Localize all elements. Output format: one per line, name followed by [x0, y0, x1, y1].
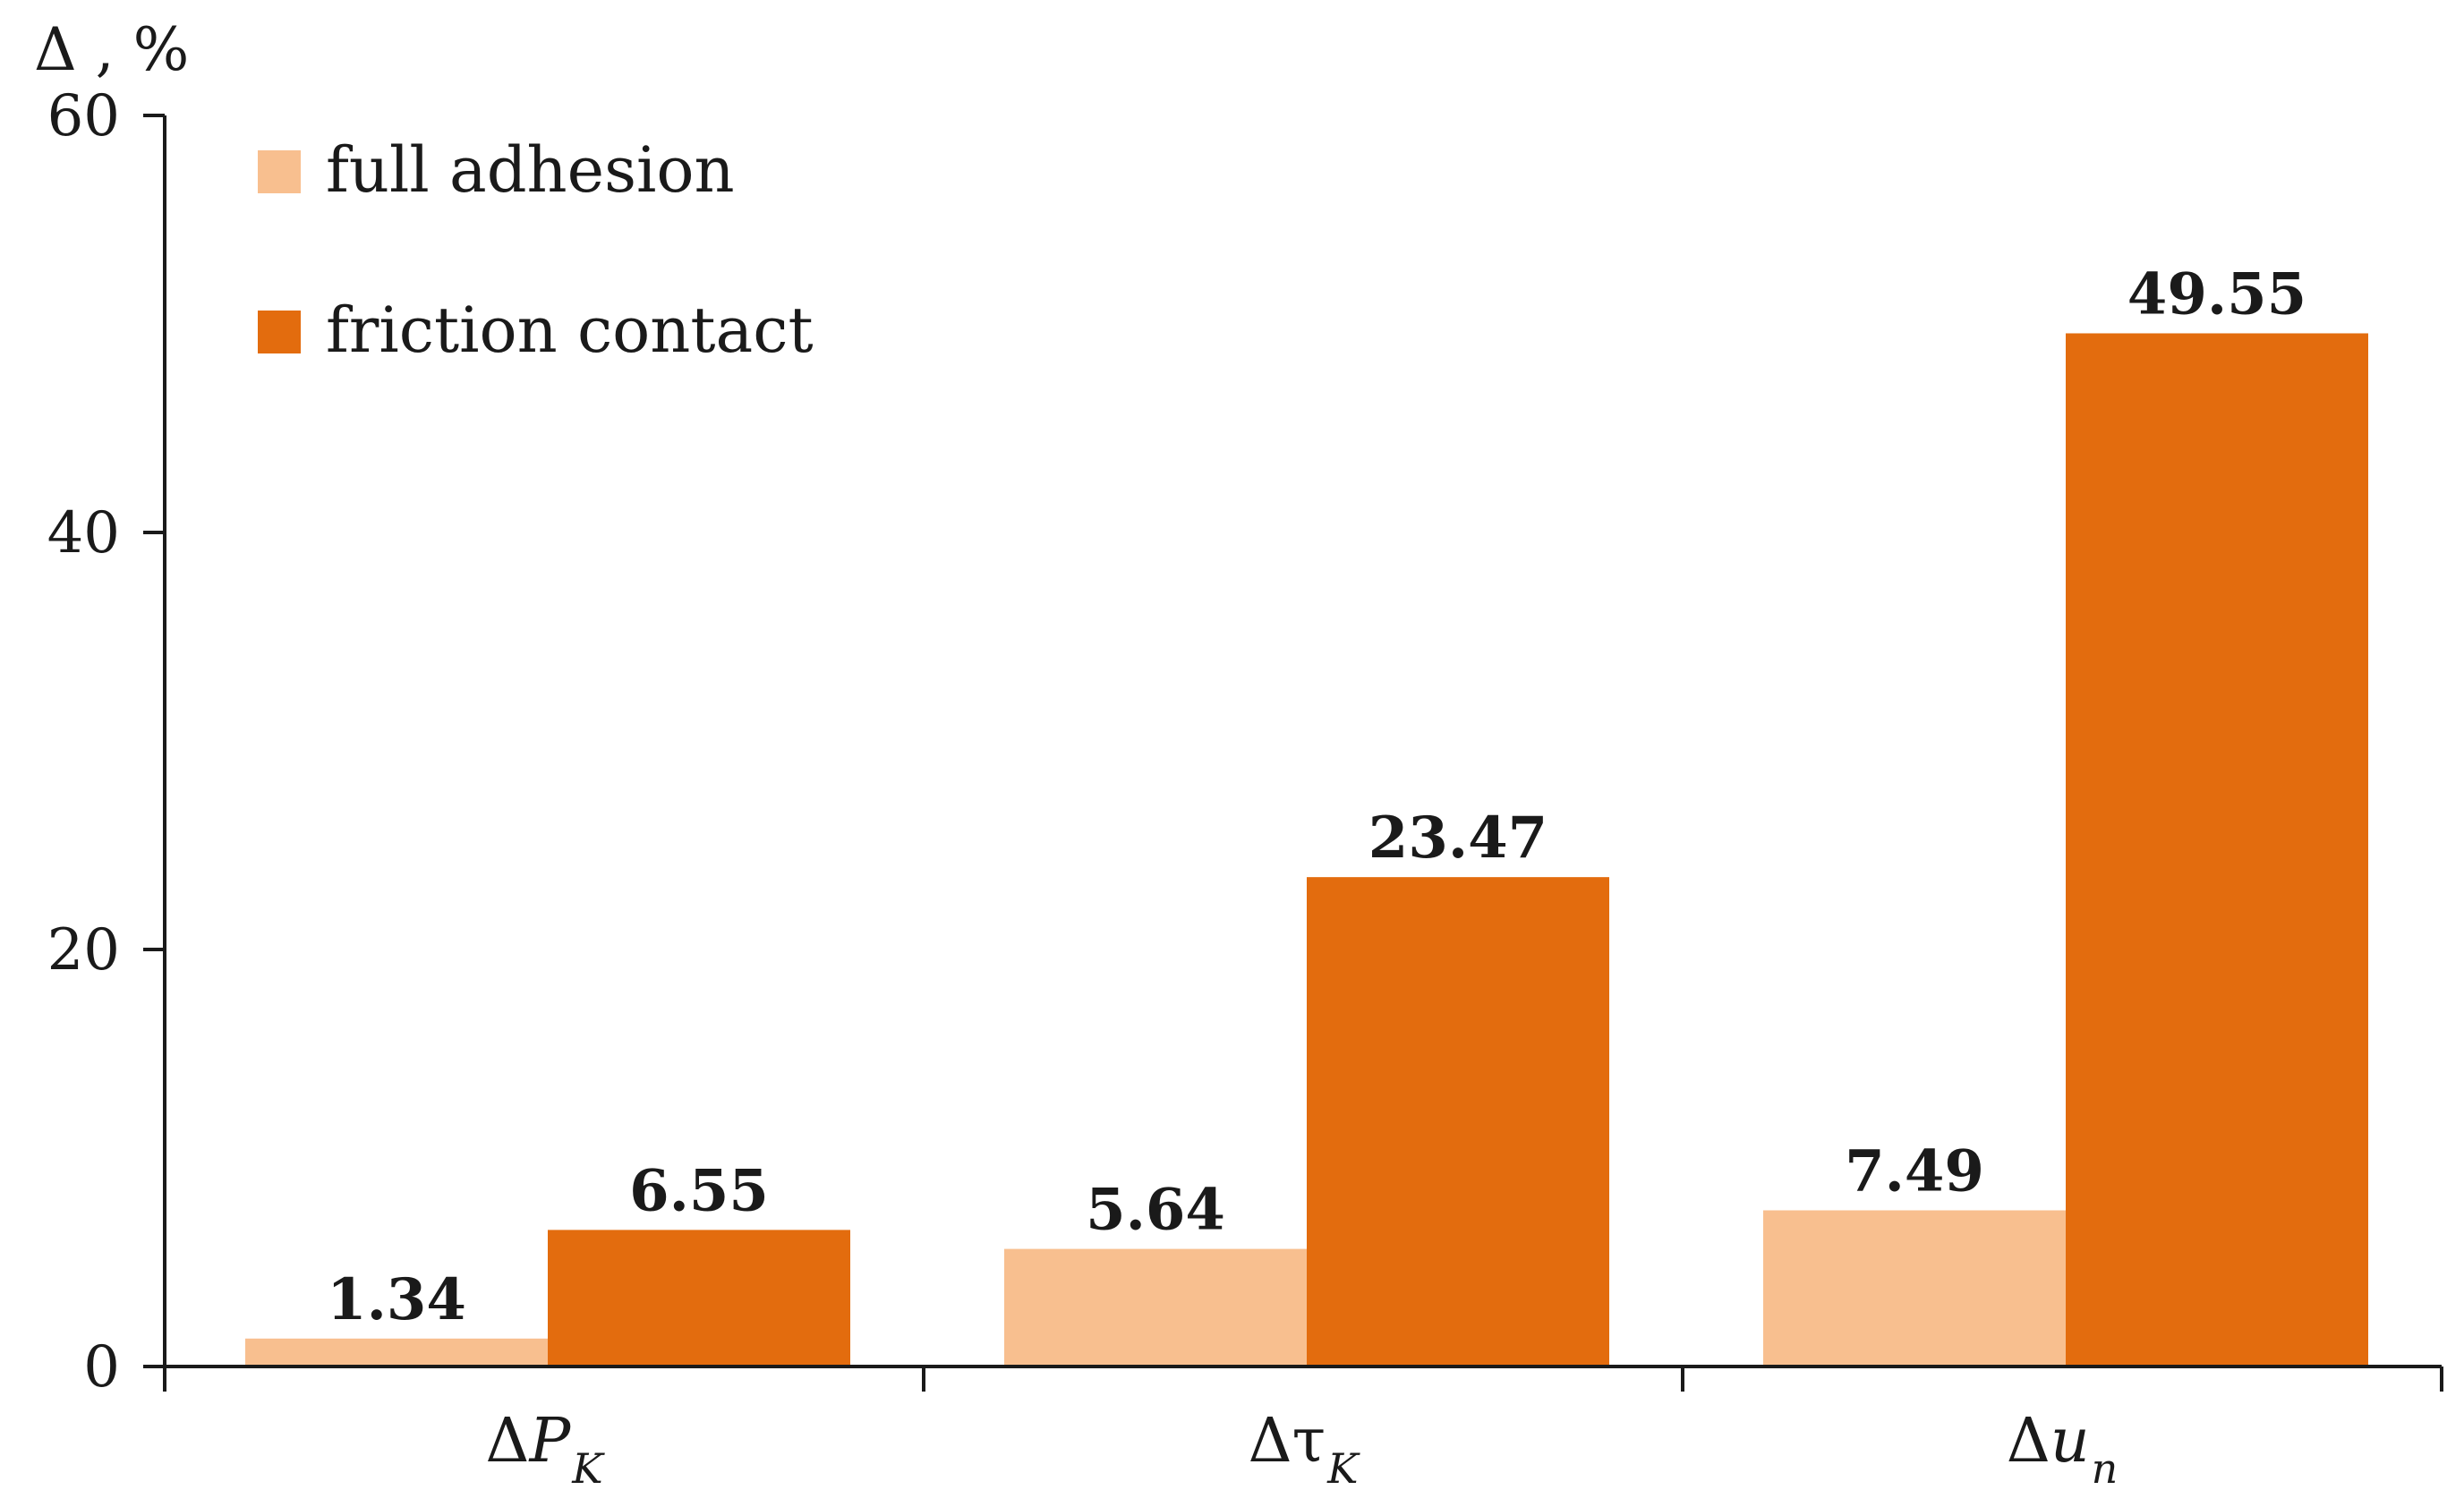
data-label: 7.49: [1845, 1137, 1984, 1205]
y-tick-label: 0: [83, 1334, 120, 1401]
bar-full-adhesion-3: [1763, 1210, 2066, 1367]
bar-friction-contact-1: [548, 1230, 850, 1367]
y-tick-label: 20: [47, 917, 120, 983]
data-label: 6.55: [629, 1157, 769, 1224]
x-tick-label: ΔτK: [1248, 1406, 1360, 1493]
legend-label: friction contact: [326, 294, 814, 367]
axes-layer: 0 20 40 60: [47, 83, 2443, 1401]
y-axis-title: Δ , %: [34, 15, 189, 84]
legend-swatch: [258, 311, 301, 353]
y-tick-label: 40: [47, 500, 120, 566]
data-label: 49.55: [2127, 260, 2306, 328]
y-tick-label: 60: [47, 83, 120, 149]
legend-label: full adhesion: [326, 133, 735, 207]
legend: full adhesion friction contact: [258, 133, 814, 367]
data-label: 5.64: [1086, 1177, 1225, 1244]
x-tick-label: ΔPK: [485, 1406, 605, 1493]
data-label: 1.34: [327, 1266, 466, 1333]
legend-swatch: [258, 150, 301, 193]
bar-friction-contact-3: [2066, 333, 2368, 1367]
bar-full-adhesion-2: [1004, 1248, 1307, 1367]
x-tick-label: Δun: [2007, 1406, 2119, 1493]
bar-friction-contact-2: [1307, 877, 1609, 1367]
data-label: 23.47: [1368, 805, 1547, 872]
bar-full-adhesion-1: [245, 1338, 548, 1367]
labels-layer: 1.34 6.55 5.64 23.47 7.49 49.55 ΔPK ΔτK Δun: [327, 260, 2306, 1493]
bars-layer: [245, 333, 2368, 1367]
